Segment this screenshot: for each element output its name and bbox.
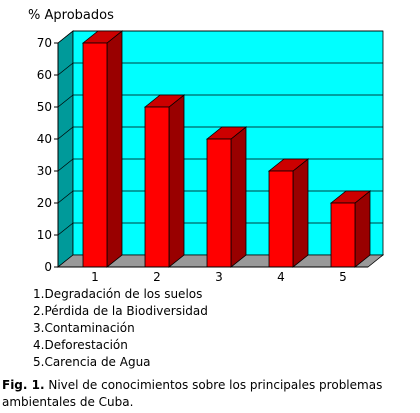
y-tick-label: 40 [37,132,52,146]
x-tick-label: 5 [339,270,347,284]
bar-2 [143,94,186,268]
bar-side [106,30,123,268]
x-tick-label: 2 [153,270,161,284]
bar-chart: % Aprobados 0 10 20 30 40 50 60 70 1 2 3 4 5 [28,8,385,284]
bar-side [354,190,371,268]
caption-text: Nivel de conocimientos sobre los princip… [2,378,383,409]
bar-4 [267,158,310,268]
gridline-side [57,126,74,140]
gridline-side [57,30,74,44]
y-axis-label: % Aprobados [28,8,114,23]
bar-side [168,94,185,268]
legend-item: 3.Contaminación [33,321,135,335]
side-wall [57,30,74,268]
bar-front [82,42,108,268]
y-tick-label: 10 [37,228,52,242]
legend-item: 2.Pérdida de la Biodiversidad [33,304,208,318]
bar-front [206,138,232,268]
legend-item: 1.Degradación de los suelos [33,287,203,301]
x-tick-label: 3 [215,270,223,284]
bar-front [268,170,294,268]
legend-item: 5.Carencia de Agua [33,355,151,369]
gridline-side [57,94,74,108]
x-tick-label: 4 [277,270,285,284]
bar-side [230,126,247,268]
bar-side [292,158,309,268]
x-tick-label: 1 [91,270,99,284]
y-tick-label: 60 [37,68,52,82]
legend-item: 4.Deforestación [33,338,128,352]
gridline-side [57,222,74,236]
bar-front [144,106,170,268]
caption-label: Fig. 1. [2,378,45,392]
y-tick-label: 50 [37,100,52,114]
bar-front [330,202,356,268]
bar-5 [329,190,372,268]
bar-1 [81,30,124,268]
gridline-side [57,190,74,204]
y-tick-label: 0 [44,260,52,274]
gridline-side [57,62,74,76]
y-tick-label: 20 [37,196,52,210]
y-tick-label: 30 [37,164,52,178]
bar-3 [205,126,248,268]
category-legend: 1.Degradación de los suelos 2.Pérdida de … [33,286,208,371]
figure-caption: Fig. 1. Nivel de conocimientos sobre los… [2,377,418,411]
y-tick-label: 70 [37,36,52,50]
gridline-side [57,158,74,172]
